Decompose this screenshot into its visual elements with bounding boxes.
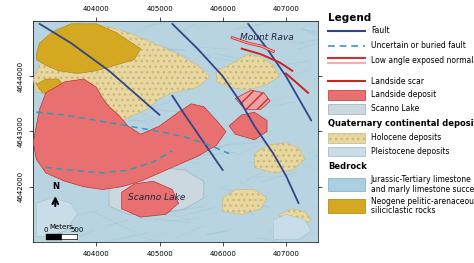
Polygon shape — [217, 54, 280, 90]
Text: Pleistocene deposits: Pleistocene deposits — [371, 147, 449, 156]
Text: N: N — [52, 182, 59, 191]
Bar — [328, 199, 365, 213]
Text: Mount Rava: Mount Rava — [240, 33, 294, 42]
Polygon shape — [255, 143, 305, 173]
Text: Fault: Fault — [371, 26, 390, 35]
Text: Uncertain or buried fault: Uncertain or buried fault — [371, 41, 466, 50]
Text: siliciclastic rocks: siliciclastic rocks — [371, 206, 435, 215]
Text: 500: 500 — [71, 227, 84, 233]
Polygon shape — [280, 209, 311, 228]
Polygon shape — [223, 189, 267, 214]
Polygon shape — [36, 24, 141, 73]
Polygon shape — [109, 167, 204, 214]
Bar — [328, 133, 365, 143]
Polygon shape — [273, 214, 311, 239]
Polygon shape — [36, 198, 77, 236]
Bar — [328, 90, 365, 100]
Bar — [328, 147, 365, 156]
Text: Holocene deposits: Holocene deposits — [371, 133, 441, 142]
Polygon shape — [236, 90, 270, 109]
Text: Bedrock: Bedrock — [328, 162, 367, 171]
Text: Low angle exposed normal fault: Low angle exposed normal fault — [371, 56, 474, 65]
Bar — [328, 178, 365, 191]
Text: Landside deposit: Landside deposit — [371, 90, 436, 99]
Polygon shape — [36, 79, 65, 95]
Polygon shape — [33, 24, 210, 120]
Text: and marly limestone succession: and marly limestone succession — [371, 185, 474, 194]
Bar — [328, 104, 365, 114]
Text: Jurassic-Tertiary limestone: Jurassic-Tertiary limestone — [371, 175, 472, 184]
Polygon shape — [33, 79, 226, 189]
Text: Neogene pelitic-arenaceous: Neogene pelitic-arenaceous — [371, 197, 474, 206]
Text: Scanno Lake: Scanno Lake — [371, 104, 419, 113]
Text: Scanno Lake: Scanno Lake — [128, 193, 185, 202]
Text: Legend: Legend — [328, 13, 372, 23]
Text: Quaternary continental deposits: Quaternary continental deposits — [328, 119, 474, 128]
Text: Meters: Meters — [50, 224, 73, 230]
Polygon shape — [229, 112, 267, 140]
Text: Landside scar: Landside scar — [371, 77, 424, 85]
Polygon shape — [122, 181, 179, 217]
Text: 0: 0 — [44, 227, 48, 233]
